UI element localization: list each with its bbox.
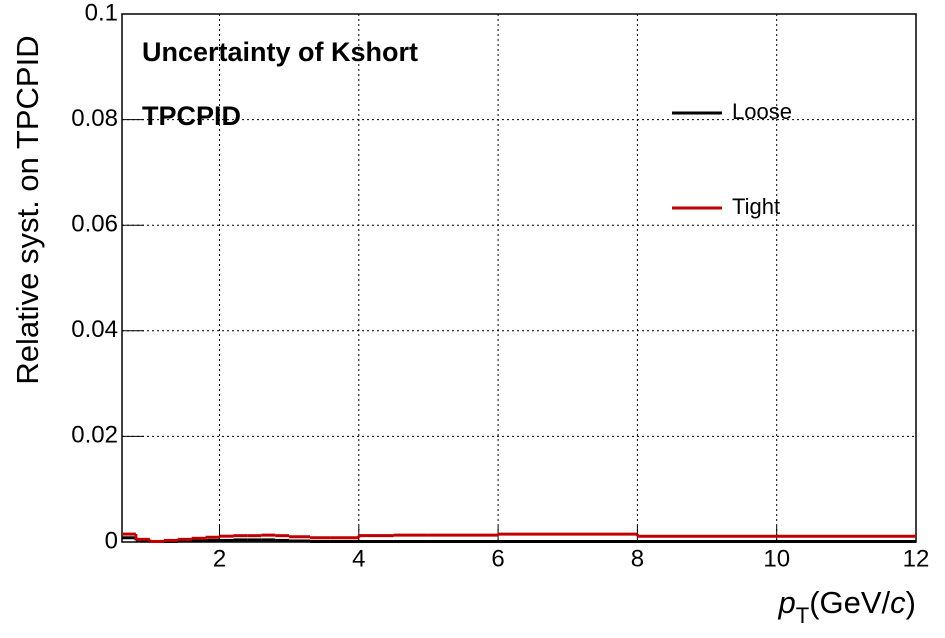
y-tick-label: 0.06: [71, 211, 118, 238]
x-label-part: c: [890, 585, 906, 620]
legend-label: Loose: [732, 99, 792, 124]
x-tick-label: 6: [491, 545, 504, 572]
x-label-part: (GeV/: [809, 585, 890, 620]
x-tick-label: 12: [903, 545, 930, 572]
x-label-part: T: [796, 603, 809, 628]
y-tick-label: 0.04: [71, 316, 118, 343]
x-label-part: ): [906, 585, 916, 620]
plot-frame: [121, 13, 917, 543]
y-axis-label: Relative syst. on TPCPID: [10, 35, 45, 384]
annotation: TPCPID: [142, 101, 241, 131]
y-tick-label: 0.08: [71, 105, 118, 132]
y-tick-label: 0: [105, 527, 118, 554]
legend-label: Tight: [732, 194, 780, 219]
x-axis-label: pT(GeV/c): [778, 585, 917, 628]
x-label-part: p: [778, 585, 796, 620]
y-tick-label: 0.02: [71, 422, 118, 449]
x-tick-label: 4: [352, 545, 365, 572]
y-tick-label: 0.1: [85, 0, 118, 26]
x-tick-label: 10: [763, 545, 790, 572]
x-tick-label: 2: [213, 545, 226, 572]
x-tick-label: 8: [631, 545, 644, 572]
annotation: Uncertainty of Kshort: [142, 37, 418, 67]
